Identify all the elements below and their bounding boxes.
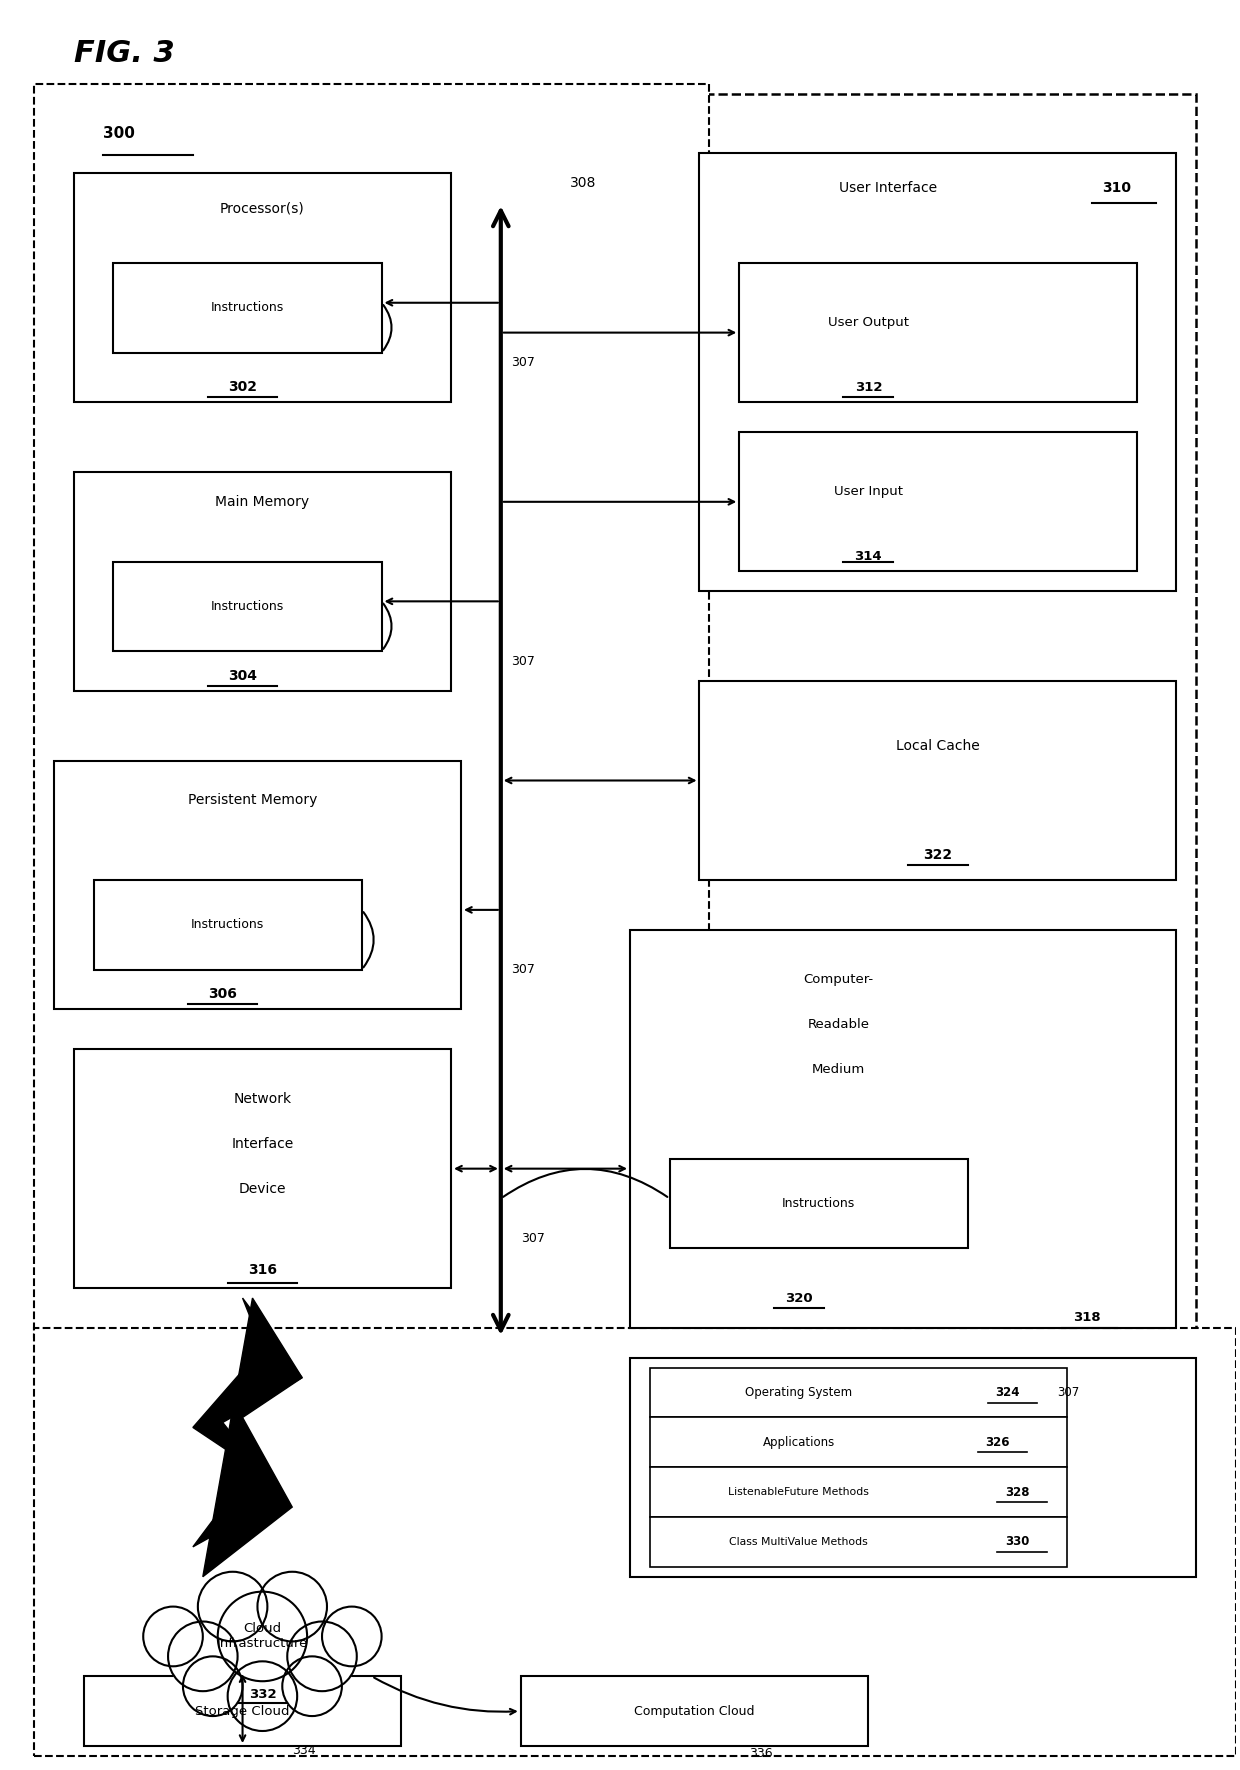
Text: 302: 302 xyxy=(228,381,257,395)
FancyBboxPatch shape xyxy=(650,1418,1066,1467)
FancyBboxPatch shape xyxy=(73,473,451,690)
Text: 324: 324 xyxy=(996,1386,1019,1398)
Text: 307: 307 xyxy=(1056,1386,1079,1398)
FancyBboxPatch shape xyxy=(521,1676,868,1745)
Text: User Input: User Input xyxy=(833,485,903,499)
Text: 320: 320 xyxy=(785,1292,812,1304)
Text: Cloud
Infrastructure: Cloud Infrastructure xyxy=(217,1623,308,1650)
Text: Operating System: Operating System xyxy=(745,1386,852,1398)
Text: Instructions: Instructions xyxy=(211,301,284,315)
Text: 308: 308 xyxy=(570,177,596,191)
Text: 322: 322 xyxy=(924,848,952,862)
Circle shape xyxy=(288,1621,357,1690)
FancyBboxPatch shape xyxy=(650,1517,1066,1566)
Circle shape xyxy=(144,1607,203,1666)
Text: FIG. 3: FIG. 3 xyxy=(73,39,175,69)
FancyBboxPatch shape xyxy=(33,83,709,1338)
FancyBboxPatch shape xyxy=(699,681,1177,880)
Text: Medium: Medium xyxy=(812,1062,866,1076)
FancyBboxPatch shape xyxy=(73,173,451,402)
FancyBboxPatch shape xyxy=(739,432,1137,572)
Text: Network: Network xyxy=(233,1092,291,1106)
FancyBboxPatch shape xyxy=(630,1358,1197,1577)
Circle shape xyxy=(218,1591,308,1682)
Text: Readable: Readable xyxy=(807,1018,869,1030)
Circle shape xyxy=(184,1657,243,1717)
Circle shape xyxy=(283,1657,342,1717)
Text: Device: Device xyxy=(238,1182,286,1195)
FancyBboxPatch shape xyxy=(43,94,1197,1586)
FancyBboxPatch shape xyxy=(93,880,362,970)
Polygon shape xyxy=(203,1297,303,1577)
Text: 318: 318 xyxy=(1073,1312,1101,1324)
FancyBboxPatch shape xyxy=(53,761,461,1009)
Circle shape xyxy=(228,1662,298,1731)
Text: Persistent Memory: Persistent Memory xyxy=(187,793,317,807)
FancyBboxPatch shape xyxy=(739,264,1137,402)
FancyBboxPatch shape xyxy=(650,1368,1066,1418)
FancyBboxPatch shape xyxy=(113,561,382,651)
FancyBboxPatch shape xyxy=(73,1050,451,1289)
FancyBboxPatch shape xyxy=(630,929,1177,1328)
Text: 310: 310 xyxy=(1102,181,1131,195)
Polygon shape xyxy=(193,1297,303,1547)
FancyBboxPatch shape xyxy=(670,1159,967,1248)
Circle shape xyxy=(258,1572,327,1641)
Text: 326: 326 xyxy=(986,1435,1009,1450)
Text: Instructions: Instructions xyxy=(211,600,284,612)
Text: Instructions: Instructions xyxy=(191,919,264,931)
Text: 307: 307 xyxy=(511,655,534,667)
Text: Instructions: Instructions xyxy=(782,1197,856,1211)
Text: Processor(s): Processor(s) xyxy=(219,202,305,216)
Circle shape xyxy=(198,1572,268,1641)
Circle shape xyxy=(169,1621,238,1690)
FancyBboxPatch shape xyxy=(33,1328,1236,1756)
Text: 316: 316 xyxy=(248,1264,277,1278)
Text: 330: 330 xyxy=(1006,1535,1029,1549)
FancyBboxPatch shape xyxy=(83,1676,402,1745)
Text: Class MultiValue Methods: Class MultiValue Methods xyxy=(729,1536,868,1547)
Text: 300: 300 xyxy=(103,126,135,142)
Text: Main Memory: Main Memory xyxy=(216,496,310,508)
Text: User Output: User Output xyxy=(828,317,909,329)
Text: 307: 307 xyxy=(511,963,534,975)
Text: 314: 314 xyxy=(854,550,882,563)
Text: Storage Cloud: Storage Cloud xyxy=(196,1705,290,1717)
Text: User Interface: User Interface xyxy=(838,181,936,195)
FancyBboxPatch shape xyxy=(699,154,1177,591)
Text: 332: 332 xyxy=(248,1687,277,1701)
Text: Interface: Interface xyxy=(232,1136,294,1150)
Text: Applications: Applications xyxy=(763,1435,835,1450)
Text: 336: 336 xyxy=(749,1747,773,1761)
Text: 334: 334 xyxy=(293,1745,316,1758)
Text: Local Cache: Local Cache xyxy=(897,738,980,752)
Text: Computation Cloud: Computation Cloud xyxy=(634,1705,755,1717)
Text: 307: 307 xyxy=(511,356,534,368)
Text: 307: 307 xyxy=(521,1232,544,1244)
Text: Computer-: Computer- xyxy=(804,974,874,986)
Circle shape xyxy=(322,1607,382,1666)
Text: 304: 304 xyxy=(228,669,257,683)
FancyBboxPatch shape xyxy=(113,264,382,352)
Text: ListenableFuture Methods: ListenableFuture Methods xyxy=(728,1487,869,1497)
Text: 328: 328 xyxy=(1006,1485,1029,1499)
Text: 306: 306 xyxy=(208,988,237,1002)
Text: 312: 312 xyxy=(854,381,882,395)
FancyBboxPatch shape xyxy=(650,1467,1066,1517)
